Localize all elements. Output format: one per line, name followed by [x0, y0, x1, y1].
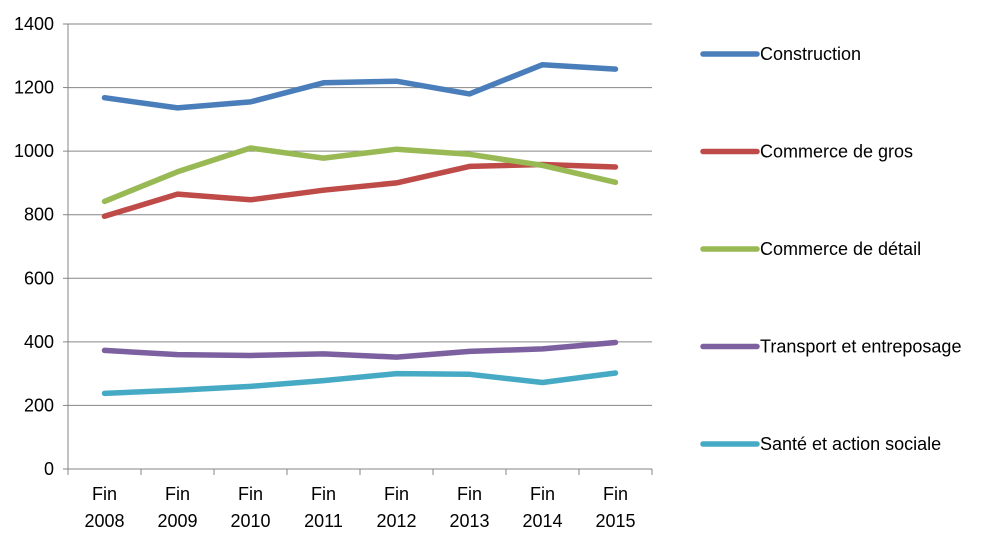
x-tick-label: Fin 2013: [449, 484, 489, 531]
y-tick-label: 200: [24, 395, 54, 415]
y-tick-label: 800: [24, 205, 54, 225]
legend-label: Commerce de gros: [760, 142, 913, 162]
series-line-transport-et-entreposage: [101, 339, 619, 360]
x-tick-label-line: 2008: [84, 511, 124, 531]
legend-label: Construction: [760, 44, 861, 64]
x-tick-label-line: 2014: [522, 511, 562, 531]
x-tick-label-line: Fin: [238, 484, 263, 504]
x-tick-label: Fin 2011: [304, 484, 343, 531]
y-tick-label: 1200: [14, 78, 54, 98]
y-axis-ticks: 0 200 400 600 800 1000 1200 1400: [14, 14, 68, 479]
legend-item-commerce-de-detail: Commerce de détail: [700, 239, 921, 259]
x-tick-label-line: Fin: [603, 484, 628, 504]
axes: [67, 24, 652, 470]
y-tick-label: 0: [44, 459, 54, 479]
x-tick-label-line: 2012: [376, 511, 416, 531]
x-tick-label: Fin 2008: [84, 484, 124, 531]
y-tick-label: 400: [24, 332, 54, 352]
legend-item-construction: Construction: [700, 44, 861, 64]
legend-label: Commerce de détail: [760, 239, 921, 259]
legend-label: Santé et action sociale: [760, 434, 941, 454]
x-tick-label-line: Fin: [457, 484, 482, 504]
legend-item-sante-et-action-sociale: Santé et action sociale: [700, 434, 941, 454]
y-tick-label: 1000: [14, 141, 54, 161]
x-tick-label-line: Fin: [530, 484, 555, 504]
legend-item-commerce-de-gros: Commerce de gros: [700, 142, 913, 162]
x-tick-label-line: 2010: [230, 511, 270, 531]
x-tick-label: Fin 2010: [230, 484, 270, 531]
y-tick-label: 600: [24, 268, 54, 288]
y-tick-label: 1400: [14, 14, 54, 34]
series-line-sante-et-action-sociale: [101, 370, 619, 397]
series-line-commerce-de-detail: [101, 145, 619, 205]
series-lines: [101, 61, 619, 397]
x-tick-label-line: 2013: [449, 511, 489, 531]
x-tick-label: Fin 2012: [376, 484, 416, 531]
x-axis-ticks: Fin 2008 Fin 2009 Fin 2010 Fin 2011 Fin 2012 Fin 20…: [67, 469, 653, 531]
x-tick-label: Fin 2009: [157, 484, 197, 531]
series-line-construction: [101, 61, 619, 111]
legend: Construction Commerce de gros Commerce de …: [700, 44, 961, 454]
x-tick-label-line: 2009: [157, 511, 197, 531]
x-tick-label-line: 2015: [595, 511, 635, 531]
x-tick-label: Fin 2014: [522, 484, 562, 531]
x-tick-label-line: Fin: [311, 484, 336, 504]
x-tick-label-line: 2011: [304, 511, 343, 531]
x-tick-label: Fin 2015: [595, 484, 635, 531]
legend-item-transport-et-entreposage: Transport et entreposage: [700, 337, 961, 357]
x-tick-label-line: Fin: [92, 484, 117, 504]
x-tick-label-line: Fin: [165, 484, 190, 504]
legend-label: Transport et entreposage: [760, 337, 961, 357]
x-tick-label-line: Fin: [384, 484, 409, 504]
